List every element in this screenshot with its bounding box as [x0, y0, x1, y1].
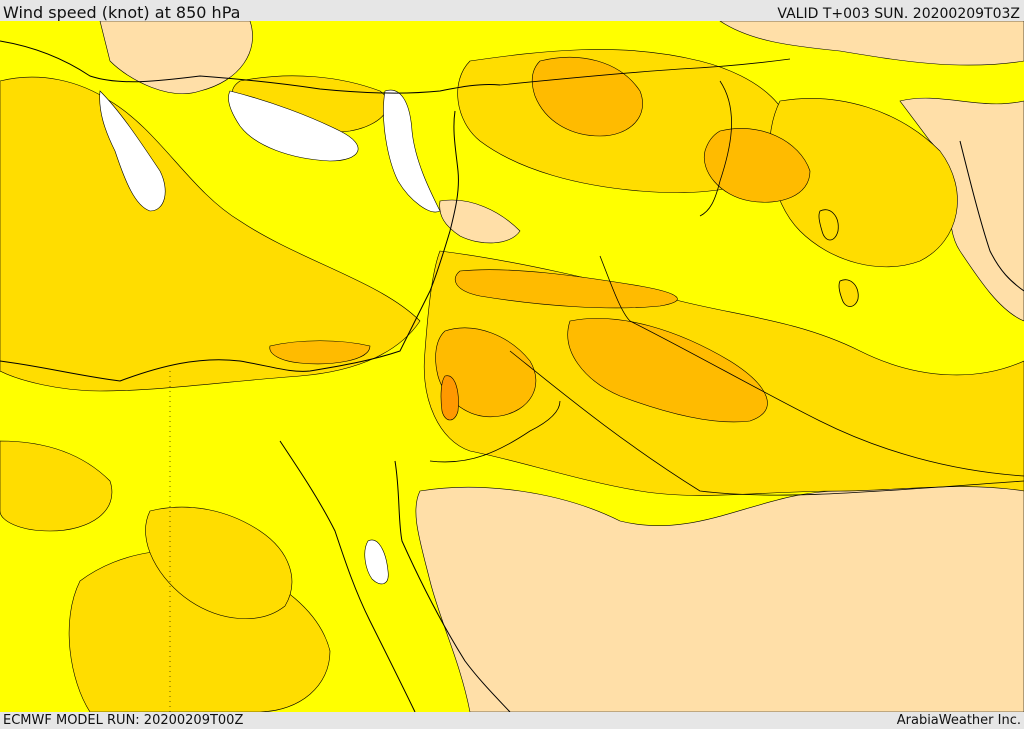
coastline-turkey	[0, 40, 501, 94]
band-peach-levant	[439, 199, 521, 244]
valid-time: VALID T+003 SUN. 20200209T03Z	[777, 6, 1020, 22]
model-run-label: ECMWF MODEL RUN: 20200209T00Z	[3, 713, 244, 728]
band-white-red-sea	[364, 539, 389, 585]
band-gold-libya	[145, 506, 293, 620]
band-orange-syria	[455, 269, 678, 309]
coastline-mediterranean	[0, 110, 459, 382]
border-iraq-saudi	[509, 350, 1024, 496]
band-orange-iraq	[567, 318, 768, 423]
band-peach-northeast	[719, 21, 1024, 66]
map-title: Wind speed (knot) at 850 hPa	[3, 3, 241, 22]
lake-razazza	[838, 279, 859, 307]
band-orange-jordan	[435, 327, 537, 418]
band-white-aegean	[99, 90, 166, 212]
border-syria-iraq	[599, 255, 1024, 477]
band-gold-upper-egypt	[0, 440, 113, 532]
border-iran-iraq	[699, 80, 732, 217]
coastline-red-sea-west	[279, 440, 416, 712]
coastline-red-sea-east	[394, 460, 511, 712]
coastline-gulf	[959, 140, 1024, 292]
border-turkey-iraq	[499, 58, 791, 86]
credit-label: ArabiaWeather Inc.	[896, 713, 1021, 728]
band-orange-north-egypt	[269, 340, 371, 365]
footer-bar: ECMWF MODEL RUN: 20200209T00Z ArabiaWeat…	[0, 712, 1024, 729]
border-jordan-saudi	[429, 400, 561, 463]
lake-tharthar	[818, 209, 839, 241]
header-bar: Wind speed (knot) at 850 hPa VALID T+003…	[0, 0, 1024, 22]
band-orange-iran	[703, 128, 811, 203]
band-orange-dead-sea	[440, 375, 459, 421]
band-orange-north-iraq	[531, 56, 643, 137]
wind-speed-map[interactable]	[0, 21, 1024, 712]
band-white-levant-coast	[383, 89, 441, 213]
band-white-cyprus	[228, 90, 359, 162]
band-gold-west	[0, 76, 421, 392]
band-peach-northwest	[99, 21, 253, 94]
